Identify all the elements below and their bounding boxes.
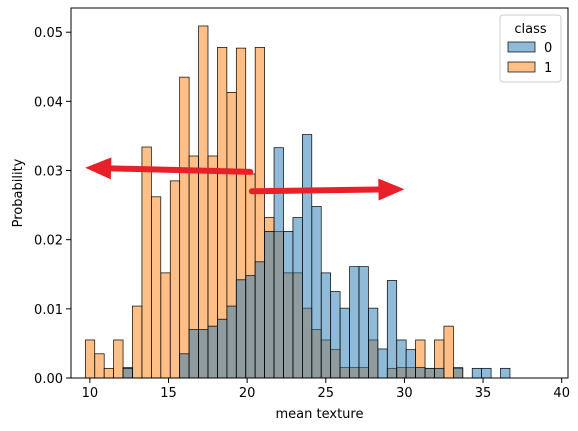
bar-class-0-bin-14 — [217, 318, 228, 379]
bar-class-0-bin-44 — [500, 367, 511, 379]
bar-class-0-bin-30 — [368, 307, 379, 379]
bar-class-1-bin-8 — [160, 272, 171, 379]
bar-class-1-bin-9 — [169, 180, 181, 379]
bar-class-0-bin-31 — [377, 348, 388, 379]
legend: class 0 1 — [499, 14, 562, 83]
bar-class-0-bin-32 — [386, 280, 398, 379]
bar-class-0-bin-18 — [254, 261, 265, 379]
bar-class-0-bin-12 — [198, 329, 209, 379]
legend-swatch-0 — [507, 41, 536, 53]
x-axis-label: mean texture — [276, 407, 364, 422]
legend-swatch-1 — [507, 61, 536, 73]
bar-class-1-bin-7 — [151, 196, 162, 379]
y-tick-label: 0.01 — [34, 303, 63, 318]
bar-class-0-bin-25 — [320, 272, 332, 379]
x-tick-label: 20 — [239, 386, 256, 401]
x-tick-label: 40 — [553, 386, 570, 401]
bar-class-1-bin-10 — [179, 76, 190, 379]
bar-class-0-bin-36 — [424, 367, 435, 379]
legend-title: class — [514, 22, 546, 37]
bar-class-0-bin-17 — [245, 275, 256, 379]
bar-class-1-bin-5 — [132, 305, 143, 379]
bar-class-0-bin-42 — [481, 367, 492, 379]
bar-class-0-bin-15 — [226, 305, 237, 379]
x-tick-label: 10 — [82, 386, 99, 401]
arrow-head-0 — [85, 157, 112, 180]
bar-class-0-bin-28 — [349, 266, 360, 379]
y-tick-label: 0.00 — [34, 372, 63, 387]
bar-class-1-bin-2 — [103, 367, 114, 379]
bar-class-0-bin-11 — [188, 329, 199, 379]
bar-class-0-bin-27 — [339, 307, 350, 379]
x-tick-label: 15 — [160, 386, 177, 401]
bar-class-0-bin-23 — [302, 134, 313, 379]
y-tick-label: 0.02 — [34, 234, 63, 249]
plot-frame — [70, 7, 569, 379]
legend-label-0: 0 — [544, 41, 552, 56]
bar-class-0-bin-35 — [415, 367, 426, 379]
bar-class-0-bin-34 — [405, 349, 416, 379]
bar-class-1-bin-0 — [84, 339, 96, 379]
bar-class-0-bin-4 — [122, 367, 133, 379]
bar-class-1-bin-1 — [94, 353, 105, 379]
y-axis-label: Probability — [11, 158, 26, 227]
bar-class-0-bin-24 — [311, 206, 322, 379]
bar-class-0-bin-22 — [292, 217, 303, 379]
bar-class-0-bin-20 — [273, 147, 284, 379]
arrow-shaft-1 — [248, 186, 382, 195]
bar-class-1-bin-3 — [113, 339, 124, 379]
arrow-shaft-0 — [108, 165, 254, 175]
bar-class-0-bin-13 — [207, 325, 218, 379]
annotation-arrows — [85, 157, 405, 201]
bars-layer — [84, 25, 511, 379]
x-tick-label: 30 — [396, 386, 413, 401]
x-tick-label: 35 — [475, 386, 492, 401]
y-tick-label: 0.04 — [34, 95, 63, 110]
bar-class-1-bin-38 — [443, 325, 454, 379]
bar-class-0-bin-39 — [452, 367, 464, 379]
bar-class-0-bin-33 — [396, 339, 407, 379]
bar-class-1-bin-6 — [141, 146, 152, 379]
axis-ticks: 10 15 20 25 30 35 400.000.010.020.030.040.05 — [34, 26, 570, 401]
y-tick-label: 0.03 — [34, 165, 63, 180]
arrow-head-1 — [378, 178, 405, 201]
bar-class-1-bin-12 — [198, 25, 209, 379]
bar-class-0-bin-21 — [283, 231, 294, 379]
bar-class-0-bin-26 — [330, 291, 341, 379]
bar-class-0-bin-16 — [235, 279, 247, 379]
bar-class-0-bin-29 — [358, 266, 369, 379]
bar-class-0-bin-41 — [471, 367, 483, 379]
bar-class-0-bin-10 — [179, 353, 190, 379]
bar-class-0-bin-37 — [434, 367, 445, 379]
y-tick-label: 0.05 — [34, 26, 63, 41]
legend-label-1: 1 — [544, 61, 552, 76]
bar-class-0-bin-19 — [264, 231, 275, 379]
x-tick-label: 25 — [318, 386, 335, 401]
